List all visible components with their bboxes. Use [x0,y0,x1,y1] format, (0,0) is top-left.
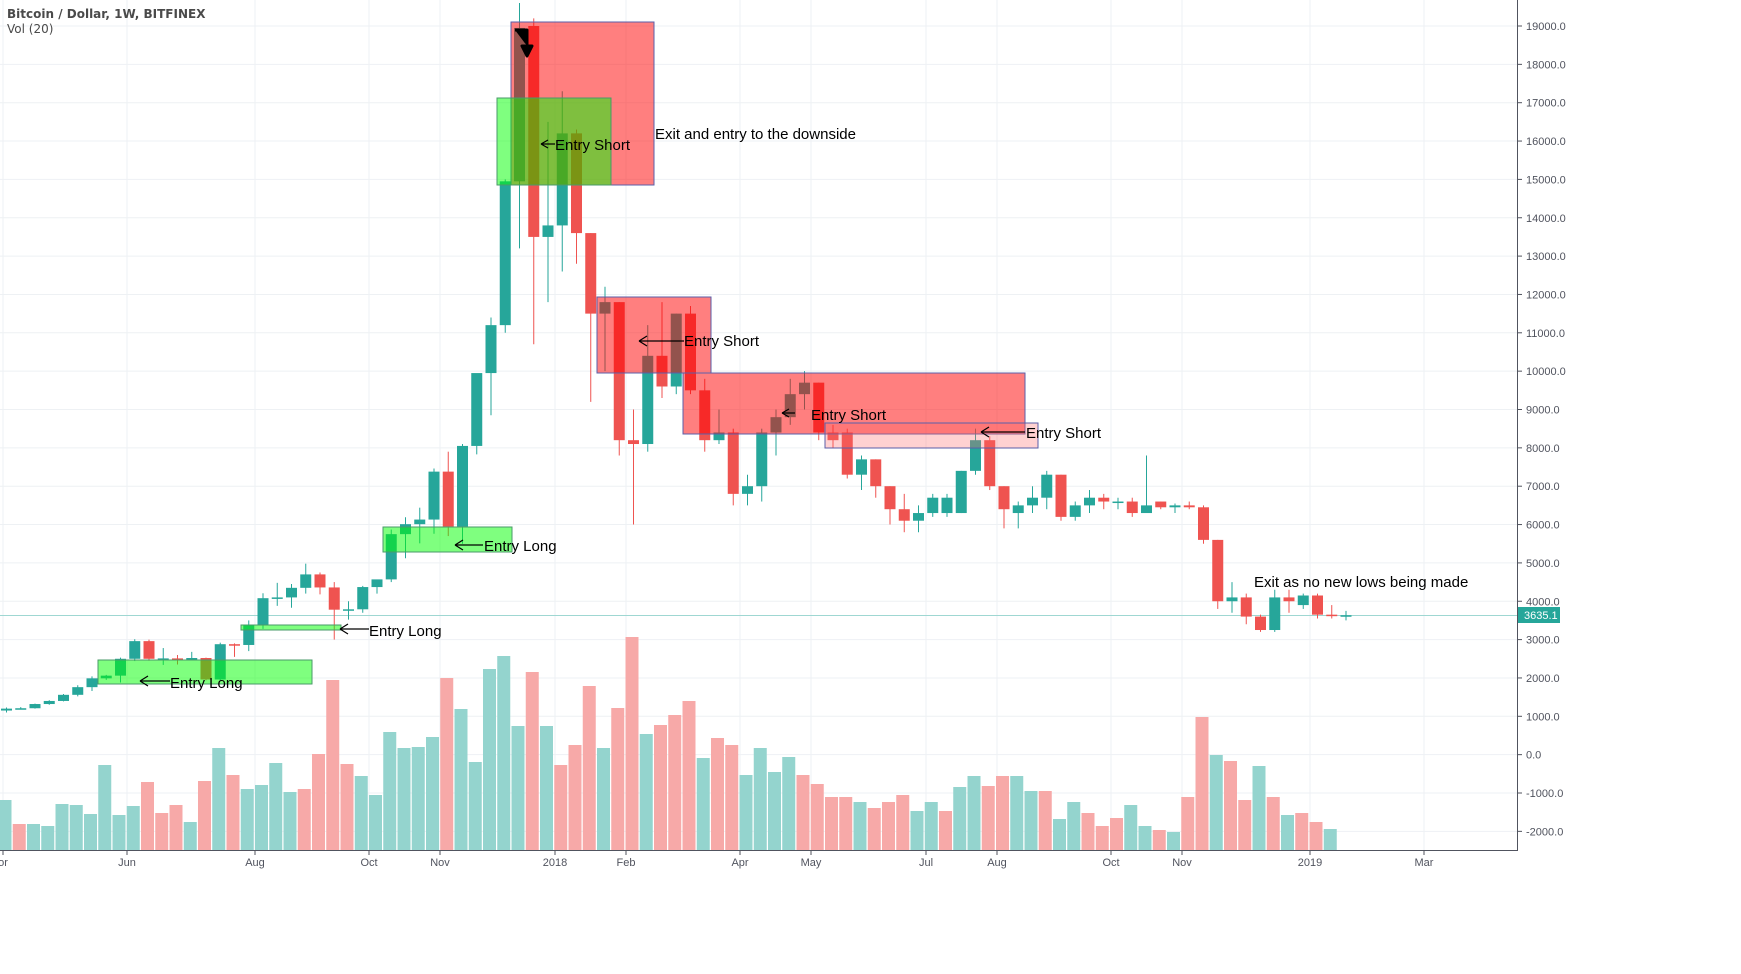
last-price-label: 3635.1 [1518,607,1560,623]
annotation-exit-no-new-lows: Exit as no new lows being made [1254,574,1468,591]
price-tick-label: 3000.0 [1526,635,1560,647]
bent-arrow-down-icon [515,28,534,58]
price-tick-label: 2000.0 [1526,673,1560,685]
time-tick-label: Nov [1172,857,1192,869]
time-tick-label: Oct [1102,857,1119,869]
annotation-entry-long-2: Entry Long [369,623,442,640]
price-tick-label: 10000.0 [1526,366,1566,378]
annotation-exit-entry-downside: Exit and entry to the downside [655,126,856,143]
time-tick-label: Jun [118,857,136,869]
time-tick-label: Aug [245,857,265,869]
price-tick-label: 12000.0 [1526,289,1566,301]
price-tick-label: 14000.0 [1526,213,1566,225]
annotation-entry-short-1: Entry Short [555,137,631,154]
price-tick-label: 9000.0 [1526,405,1560,417]
arrow-icon [980,426,1025,438]
chart-legend: Bitcoin / Dollar, 1W, BITFINEX Vol (20) [7,7,205,37]
time-tick-label: May [801,857,822,869]
time-tick-label: Aug [987,857,1007,869]
annotations[interactable] [139,139,1025,687]
volume-bars [0,637,1337,850]
zone-rectangle[interactable] [824,422,1039,449]
zone-rectangle[interactable] [496,97,612,186]
price-tick-label: 8000.0 [1526,443,1560,455]
time-tick-label: or [0,857,8,869]
price-tick-label: 17000.0 [1526,98,1566,110]
zone-rectangle[interactable] [97,659,313,685]
annotation-entry-short-2: Entry Short [684,333,760,350]
last-price-value: 3635.1 [1524,610,1558,622]
price-tick-label: 5000.0 [1526,558,1560,570]
volume-indicator-label[interactable]: Vol (20) [7,22,54,36]
price-tick-label: 0.0 [1526,750,1541,762]
time-tick-label: Apr [731,857,748,869]
annotation-entry-long-3: Entry Long [170,675,243,692]
price-tick-label: 7000.0 [1526,481,1560,493]
time-scale[interactable]: or Jun Aug Oct Nov 2018 Feb Apr May Jul Aug Oct Nov 2… [0,851,1434,869]
price-tick-label: -2000.0 [1526,826,1563,838]
symbol-title[interactable]: Bitcoin / Dollar, 1W, BITFINEX [7,7,206,21]
zone-rectangle[interactable] [596,296,712,374]
arrow-icon [781,408,795,418]
price-tick-label: 18000.0 [1526,59,1566,71]
zone-rectangle[interactable] [382,526,513,553]
arrow-icon [540,139,555,149]
price-scale[interactable]: 19000.0 18000.0 17000.0 16000.0 15000.0 14000… [1517,21,1566,838]
arrow-icon [454,539,483,551]
price-tick-label: 16000.0 [1526,136,1566,148]
time-tick-label: Mar [1415,857,1434,869]
time-tick-label: Nov [430,857,450,869]
time-tick-label: 2019 [1298,857,1322,869]
drawing-zones[interactable] [97,21,1039,685]
arrow-icon [139,675,170,687]
price-tick-label: -1000.0 [1526,788,1563,800]
price-tick-label: 6000.0 [1526,520,1560,532]
zone-rectangle[interactable] [682,372,1026,435]
price-tick-label: 13000.0 [1526,251,1566,263]
annotation-entry-short-4: Entry Short [1026,425,1102,442]
time-tick-label: 2018 [543,857,567,869]
time-tick-label: Jul [919,857,933,869]
annotation-entry-short-3: Entry Short [811,407,887,424]
price-tick-label: 11000.0 [1526,328,1565,340]
arrow-icon [638,335,684,347]
time-tick-label: Oct [360,857,377,869]
price-tick-label: 15000.0 [1526,174,1566,186]
time-tick-label: Feb [617,857,636,869]
price-tick-label: 4000.0 [1526,596,1560,608]
price-tick-label: 19000.0 [1526,21,1566,33]
arrow-icon [339,623,369,635]
zone-rectangle[interactable] [240,624,342,631]
annotation-entry-long-1: Entry Long [484,538,557,555]
price-tick-label: 1000.0 [1526,711,1560,723]
